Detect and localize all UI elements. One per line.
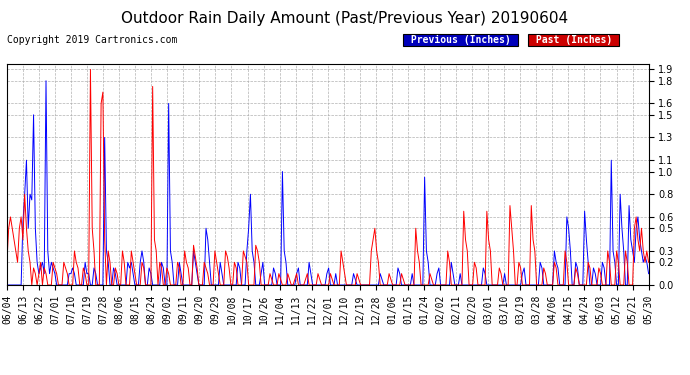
Text: Past (Inches): Past (Inches) (530, 35, 618, 45)
Text: Outdoor Rain Daily Amount (Past/Previous Year) 20190604: Outdoor Rain Daily Amount (Past/Previous… (121, 11, 569, 26)
Text: Copyright 2019 Cartronics.com: Copyright 2019 Cartronics.com (7, 35, 177, 45)
Text: Previous (Inches): Previous (Inches) (405, 35, 516, 45)
